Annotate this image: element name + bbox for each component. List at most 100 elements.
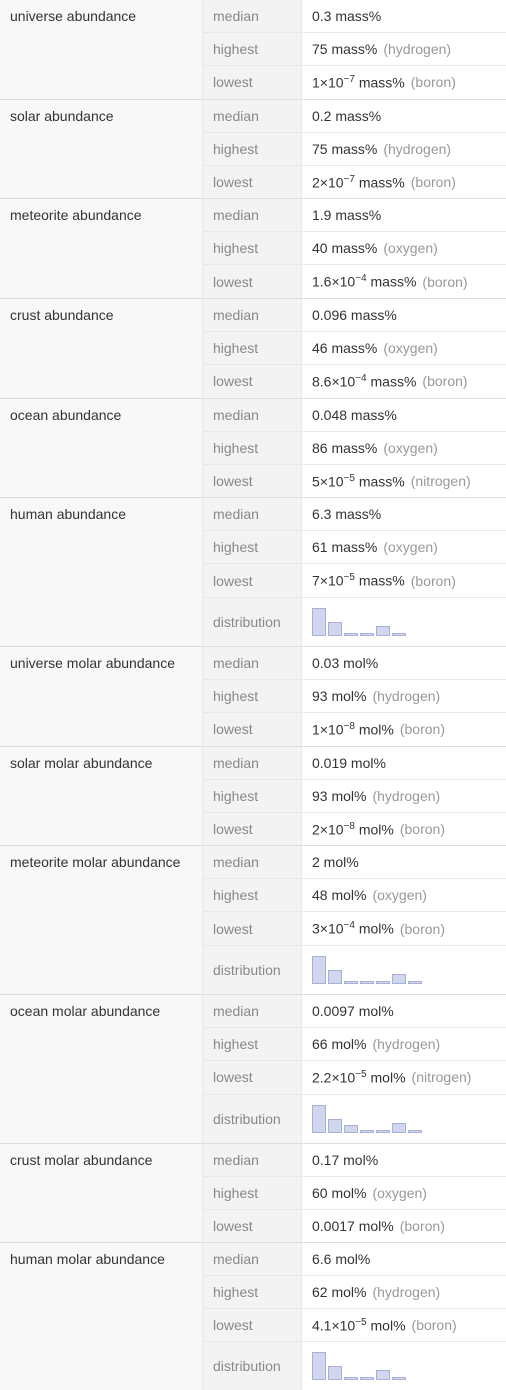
stat-row: lowest0.0017 mol%(boron) xyxy=(203,1209,506,1242)
stat-row: highest61 mass%(oxygen) xyxy=(203,530,506,563)
stat-label: lowest xyxy=(203,812,302,846)
distribution-bar xyxy=(376,1370,390,1380)
stat-label: median xyxy=(203,498,302,530)
distribution-bar xyxy=(344,981,358,984)
value-text: 1×10−8 mol% xyxy=(312,721,394,738)
stat-row: lowest7×10−5 mass%(boron) xyxy=(203,563,506,597)
stat-label: median xyxy=(203,747,302,779)
stat-value: 1.9 mass% xyxy=(302,199,506,231)
stat-value: 6.6 mol% xyxy=(302,1243,506,1275)
stat-value: 0.03 mol% xyxy=(302,647,506,679)
property-name: crust molar abundance xyxy=(0,1144,203,1242)
value-text: 0.096 mass% xyxy=(312,307,397,323)
stat-label: median xyxy=(203,647,302,679)
value-text: 1.6×10−4 mass% xyxy=(312,273,416,290)
value-text: 2×10−7 mass% xyxy=(312,174,405,191)
property-name: universe abundance xyxy=(0,0,203,99)
stat-value: 8.6×10−4 mass%(boron) xyxy=(302,364,506,398)
stat-value: 0.048 mass% xyxy=(302,399,506,431)
stat-row: lowest1×10−8 mol%(boron) xyxy=(203,712,506,746)
stat-label: highest xyxy=(203,1275,302,1308)
property-group: human abundancemedian6.3 mass%highest61 … xyxy=(0,497,506,646)
value-text: 2×10−8 mol% xyxy=(312,821,394,838)
distribution-bar xyxy=(360,633,374,636)
stat-label: median xyxy=(203,995,302,1027)
stat-label: highest xyxy=(203,431,302,464)
stat-label: lowest xyxy=(203,911,302,945)
stat-row: highest62 mol%(hydrogen) xyxy=(203,1275,506,1308)
stat-row: median0.03 mol% xyxy=(203,647,506,679)
stat-label: highest xyxy=(203,878,302,911)
property-group: universe abundancemedian0.3 mass%highest… xyxy=(0,0,506,99)
element-note: (hydrogen) xyxy=(372,688,440,704)
property-name: ocean molar abundance xyxy=(0,995,203,1143)
element-note: (oxygen) xyxy=(383,440,437,456)
distribution-bar xyxy=(360,1130,374,1133)
distribution-bar xyxy=(328,970,342,984)
stat-label: highest xyxy=(203,231,302,264)
stat-row: median0.0097 mol% xyxy=(203,995,506,1027)
stat-value: 0.019 mol% xyxy=(302,747,506,779)
stat-row: lowest2×10−8 mol%(boron) xyxy=(203,812,506,846)
stat-value: 93 mol%(hydrogen) xyxy=(302,779,506,812)
element-note: (oxygen) xyxy=(372,887,426,903)
element-note: (boron) xyxy=(422,274,467,290)
value-text: 48 mol% xyxy=(312,887,366,903)
stat-row: distribution xyxy=(203,597,506,646)
property-name: human molar abundance xyxy=(0,1243,203,1390)
element-note: (hydrogen) xyxy=(372,1036,440,1052)
value-text: 3×10−4 mol% xyxy=(312,920,394,937)
distribution-bar xyxy=(312,608,326,636)
stat-row: lowest8.6×10−4 mass%(boron) xyxy=(203,364,506,398)
stat-row: median2 mol% xyxy=(203,846,506,878)
stat-row: distribution xyxy=(203,1094,506,1143)
distribution-bar xyxy=(392,633,406,636)
stat-value: 6.3 mass% xyxy=(302,498,506,530)
distribution-bar xyxy=(392,974,406,984)
element-note: (oxygen) xyxy=(383,240,437,256)
stat-value: 2×10−7 mass% (boron) xyxy=(302,165,506,199)
stat-value: 2×10−8 mol%(boron) xyxy=(302,812,506,846)
distribution-bar xyxy=(376,981,390,984)
stat-row: highest93 mol%(hydrogen) xyxy=(203,679,506,712)
stat-row: median1.9 mass% xyxy=(203,199,506,231)
distribution-bar xyxy=(360,1377,374,1380)
stat-value: 2.2×10−5 mol%(nitrogen) xyxy=(302,1060,506,1094)
distribution-chart xyxy=(312,1103,422,1135)
element-note: (boron) xyxy=(400,921,445,937)
property-group: crust molar abundancemedian0.17 mol%high… xyxy=(0,1143,506,1242)
value-text: 4.1×10−5 mol% xyxy=(312,1317,406,1334)
element-note: (boron) xyxy=(412,1317,457,1333)
stat-label: highest xyxy=(203,530,302,563)
stat-value: 0.17 mol% xyxy=(302,1144,506,1176)
value-text: 1×10−7 mass% xyxy=(312,74,405,91)
value-text: 1.9 mass% xyxy=(312,207,381,223)
stat-label: lowest xyxy=(203,65,302,99)
property-name: solar molar abundance xyxy=(0,747,203,846)
stat-label: median xyxy=(203,399,302,431)
stat-label: distribution xyxy=(203,1094,302,1143)
stat-value: 60 mol%(oxygen) xyxy=(302,1176,506,1209)
property-group: solar molar abundancemedian0.019 mol%hig… xyxy=(0,746,506,846)
stat-label: lowest xyxy=(203,1308,302,1342)
value-text: 66 mol% xyxy=(312,1036,366,1052)
stat-row: median0.019 mol% xyxy=(203,747,506,779)
stat-label: highest xyxy=(203,1027,302,1060)
value-text: 6.6 mol% xyxy=(312,1251,370,1267)
stat-value: 75 mass%(hydrogen) xyxy=(302,32,506,65)
distribution-bar xyxy=(328,1366,342,1380)
property-group: ocean molar abundancemedian0.0097 mol%hi… xyxy=(0,994,506,1143)
stat-label: distribution xyxy=(203,945,302,994)
distribution-bar xyxy=(408,1130,422,1133)
stat-row: median0.096 mass% xyxy=(203,299,506,331)
property-name: solar abundance xyxy=(0,100,203,199)
stat-value: 0.3 mass% xyxy=(302,0,506,32)
element-note: (boron) xyxy=(400,721,445,737)
stat-row: highest93 mol%(hydrogen) xyxy=(203,779,506,812)
distribution-bar xyxy=(312,1352,326,1380)
stat-row: highest75 mass%(hydrogen) xyxy=(203,132,506,165)
stat-value: 1×10−8 mol% (boron) xyxy=(302,712,506,746)
element-note: (boron) xyxy=(411,174,456,190)
value-text: 5×10−5 mass% xyxy=(312,473,405,490)
stat-value: 7×10−5 mass%(boron) xyxy=(302,563,506,597)
